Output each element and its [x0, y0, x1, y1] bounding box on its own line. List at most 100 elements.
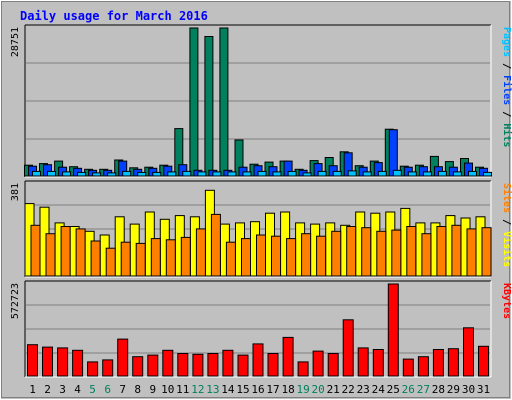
- bar-sites-day-7: [120, 241, 131, 277]
- bar-sites-day-20: [316, 235, 327, 277]
- bar-kbytes-day-10: [162, 349, 174, 377]
- x-tick-label-day-30: 30: [462, 383, 475, 396]
- bar-pages-day-20: [317, 170, 327, 177]
- bar-sites-day-11: [180, 236, 191, 277]
- bar-sites-day-6: [105, 247, 116, 277]
- bar-pages-day-23: [362, 171, 372, 177]
- bar-kbytes-day-23: [357, 347, 369, 377]
- bar-pages-day-11: [182, 170, 192, 177]
- bar-pages-day-2: [47, 170, 56, 177]
- x-tick-label-day-8: 8: [134, 383, 141, 396]
- bar-pages-day-6: [107, 172, 117, 177]
- x-tick-label-day-16: 16: [251, 383, 264, 396]
- x-tick-label-day-1: 1: [29, 383, 36, 396]
- bar-hits-day-12: [189, 27, 199, 177]
- bar-sites-day-27: [421, 233, 432, 277]
- x-tick-label-day-12: 12: [191, 383, 204, 396]
- x-tick-label-day-13: 13: [206, 383, 219, 396]
- bar-sites-day-17: [271, 235, 281, 277]
- bar-pages-day-5: [92, 172, 102, 177]
- bar-kbytes-day-21: [327, 353, 339, 377]
- bar-sites-day-25: [391, 229, 402, 277]
- bar-pages-day-14: [227, 171, 237, 177]
- bar-kbytes-day-15: [237, 354, 249, 377]
- bar-kbytes-day-22: [342, 319, 354, 377]
- bar-kbytes-day-30: [463, 327, 474, 377]
- bar-kbytes-day-5: [87, 361, 99, 377]
- x-tick-label-day-28: 28: [432, 383, 445, 396]
- bar-pages-day-16: [257, 170, 267, 177]
- bar-pages-day-26: [407, 171, 417, 177]
- bar-sites-day-29: [451, 224, 462, 277]
- legend-part: Pages: [501, 27, 512, 57]
- bar-kbytes-day-14: [222, 349, 234, 377]
- x-tick-label-day-17: 17: [266, 383, 279, 396]
- bar-sites-day-22: [346, 226, 357, 277]
- bar-pages-day-8: [137, 171, 147, 177]
- bar-pages-day-3: [62, 171, 72, 177]
- bar-kbytes-day-8: [132, 356, 144, 377]
- bar-sites-day-14: [225, 241, 236, 277]
- bar-pages-day-28: [437, 170, 447, 177]
- x-tick-label-day-6: 6: [104, 383, 111, 396]
- bar-sites-day-28: [436, 226, 447, 277]
- bar-pages-day-18: [287, 170, 297, 177]
- bar-kbytes-day-18: [282, 336, 294, 377]
- bar-kbytes-day-3: [57, 347, 69, 377]
- x-tick-label-day-3: 3: [59, 383, 66, 396]
- bar-sites-day-2: [45, 233, 56, 277]
- x-tick-label-day-7: 7: [119, 383, 126, 396]
- bar-kbytes-day-20: [312, 350, 324, 377]
- x-axis-day-labels: 1 2 3 4 5 6 7 8 9 10 11 12 13 14 15 16 17 18 19 20 21 22 23 24 2…: [29, 383, 490, 396]
- legend-part: /: [501, 57, 512, 75]
- x-tick-label-day-26: 26: [402, 383, 415, 396]
- bar-sites-day-15: [241, 238, 251, 277]
- bar-pages-day-30: [468, 170, 477, 177]
- bar-hits-day-14: [219, 27, 229, 177]
- bar-pages-day-27: [422, 171, 432, 177]
- bar-pages-day-19: [302, 172, 312, 177]
- bar-sites-day-19: [301, 233, 312, 277]
- bar-sites-day-16: [256, 234, 266, 277]
- bar-kbytes-day-25: [387, 283, 399, 377]
- bar-kbytes-day-31: [478, 345, 489, 377]
- legend-part: Files: [501, 75, 512, 105]
- bar-kbytes-day-24: [372, 349, 384, 377]
- x-tick-label-day-24: 24: [372, 383, 386, 396]
- x-tick-label-day-15: 15: [236, 383, 249, 396]
- bar-pages-day-12: [197, 171, 207, 177]
- bar-files-day-25: [388, 129, 398, 177]
- bar-kbytes-day-7: [117, 338, 129, 377]
- bar-kbytes-day-12: [192, 353, 204, 377]
- bar-sites-day-23: [361, 227, 372, 277]
- bar-sites-day-4: [75, 228, 86, 277]
- chart-panels: 28751 Pages / Files / Hits 381 Sites / Visi…: [10, 24, 512, 378]
- x-tick-label-day-19: 19: [296, 383, 309, 396]
- bar-sites-day-9: [150, 238, 161, 277]
- bar-sites-day-13: [210, 213, 221, 277]
- bar-sites-day-24: [376, 230, 387, 277]
- x-tick-label-day-20: 20: [311, 383, 324, 396]
- panel-kbytes: 572723 KBytes: [10, 280, 512, 378]
- legend-part: Hits: [501, 123, 512, 147]
- max-value-label: 381: [10, 183, 21, 201]
- bar-kbytes-day-16: [252, 343, 264, 377]
- bar-kbytes-day-11: [177, 353, 189, 377]
- bar-kbytes-day-2: [42, 346, 53, 377]
- bar-sites-day-12: [195, 228, 206, 277]
- bar-pages-day-31: [483, 171, 492, 177]
- bar-pages-day-24: [377, 170, 387, 177]
- x-tick-label-day-11: 11: [176, 383, 189, 396]
- x-tick-label-day-2: 2: [44, 383, 51, 396]
- bar-sites-day-21: [331, 230, 342, 277]
- x-tick-label-day-9: 9: [149, 383, 156, 396]
- legend-part: Visits: [501, 231, 512, 267]
- x-tick-label-day-23: 23: [357, 383, 370, 396]
- max-value-label: 28751: [10, 27, 21, 57]
- series-legend-label: KBytes: [501, 283, 512, 319]
- panel-sites_visits: 381 Sites / Visits: [10, 180, 512, 278]
- legend-part: /: [501, 105, 512, 123]
- series-legend-label: Pages / Files / Hits: [501, 27, 512, 147]
- bar-pages-day-9: [152, 171, 162, 177]
- bar-pages-day-4: [77, 171, 87, 177]
